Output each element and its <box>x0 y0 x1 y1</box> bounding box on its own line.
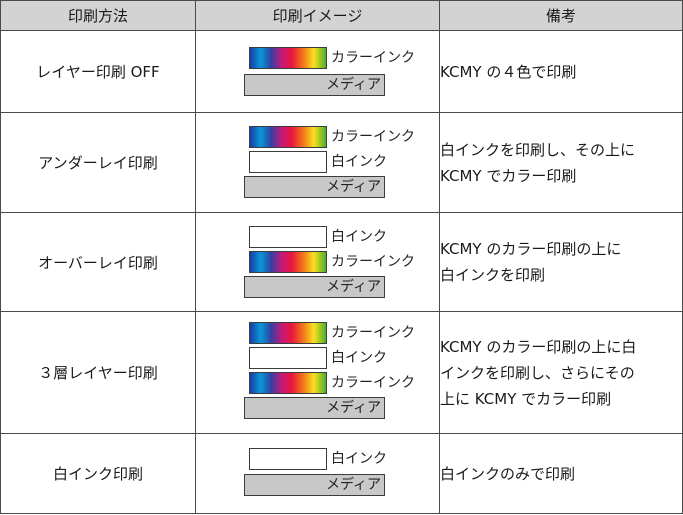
note-line: 白インクのみで印刷 <box>440 464 576 483</box>
note-cell: 白インクのみで印刷 <box>439 433 683 514</box>
media-layer: メディア <box>244 474 385 496</box>
color-ink-layer <box>249 47 327 69</box>
color-ink-layer <box>249 251 327 273</box>
media-layer: メディア <box>244 74 385 96</box>
color-ink-label: カラーインク <box>331 254 415 270</box>
note-cell: KCMY の４色で印刷 <box>439 30 683 113</box>
media-label: メディア <box>325 279 381 295</box>
note-line: KCMY のカラー印刷の上に白 <box>440 337 637 356</box>
color-ink-label: カラーインク <box>331 50 415 66</box>
white-ink-layer <box>249 448 327 470</box>
white-ink-label: 白インク <box>331 154 387 170</box>
media-label: メディア <box>325 477 381 493</box>
method-cell: オーバーレイ印刷 <box>0 212 196 312</box>
white-ink-layer <box>249 151 327 173</box>
header-method: 印刷方法 <box>0 0 196 31</box>
media-label: メディア <box>325 179 381 195</box>
image-cell: カラーインク 白インク メディア <box>195 112 440 213</box>
note-line: 白インクを印刷し、その上に <box>440 140 636 159</box>
white-ink-layer <box>249 226 327 248</box>
note-line: 上に KCMY でカラー印刷 <box>440 389 612 408</box>
note-line: KCMY の４色で印刷 <box>440 62 577 81</box>
image-cell: 白インク カラーインク メディア <box>195 212 440 312</box>
color-ink-layer <box>249 372 327 394</box>
color-ink-layer <box>249 322 327 344</box>
method-cell: ３層レイヤー印刷 <box>0 311 196 434</box>
header-image: 印刷イメージ <box>195 0 440 31</box>
method-cell: アンダーレイ印刷 <box>0 112 196 213</box>
note-line: 白インクを印刷 <box>440 266 546 284</box>
media-label: メディア <box>325 400 381 416</box>
note-cell: KCMY のカラー印刷の上に白 インクを印刷し、さらにその 上に KCMY でカ… <box>439 311 683 434</box>
note-line: KCMY のカラー印刷の上に <box>440 240 622 258</box>
color-ink-label: カラーインク <box>331 325 415 341</box>
table-row: レイヤー印刷 OFF カラーインク メディア KCMY の４色で印刷 <box>0 30 683 113</box>
table-row: ３層レイヤー印刷 カラーインク 白インク カラーインク メディア KCMY のカ… <box>0 311 683 434</box>
white-ink-layer <box>249 347 327 369</box>
color-ink-layer <box>249 126 327 148</box>
note-line: インクを印刷し、さらにその <box>440 363 635 382</box>
image-cell: 白インク メディア <box>195 433 440 514</box>
table-row: 白インク印刷 白インク メディア 白インクのみで印刷 <box>0 433 683 514</box>
color-ink-label: カラーインク <box>331 129 415 145</box>
table-row: オーバーレイ印刷 白インク カラーインク メディア KCMY のカラー印刷の上に… <box>0 212 683 312</box>
media-layer: メディア <box>244 176 385 198</box>
image-cell: カラーインク 白インク カラーインク メディア <box>195 311 440 434</box>
note-cell: KCMY のカラー印刷の上に 白インクを印刷 <box>439 212 683 312</box>
white-ink-label: 白インク <box>331 350 387 366</box>
table-row: アンダーレイ印刷 カラーインク 白インク メディア 白インクを印刷し、その上に … <box>0 112 683 213</box>
method-cell: 白インク印刷 <box>0 433 196 514</box>
header-notes: 備考 <box>439 0 683 31</box>
media-layer: メディア <box>244 276 385 298</box>
media-label: メディア <box>325 77 381 93</box>
white-ink-label: 白インク <box>331 451 387 467</box>
white-ink-label: 白インク <box>331 229 387 245</box>
note-line: KCMY でカラー印刷 <box>440 166 577 185</box>
method-cell: レイヤー印刷 OFF <box>0 30 196 113</box>
note-cell: 白インクを印刷し、その上に KCMY でカラー印刷 <box>439 112 683 213</box>
media-layer: メディア <box>244 397 385 419</box>
color-ink-label: カラーインク <box>331 375 415 391</box>
header-row: 印刷方法 印刷イメージ 備考 <box>0 0 683 31</box>
image-cell: カラーインク メディア <box>195 30 440 113</box>
